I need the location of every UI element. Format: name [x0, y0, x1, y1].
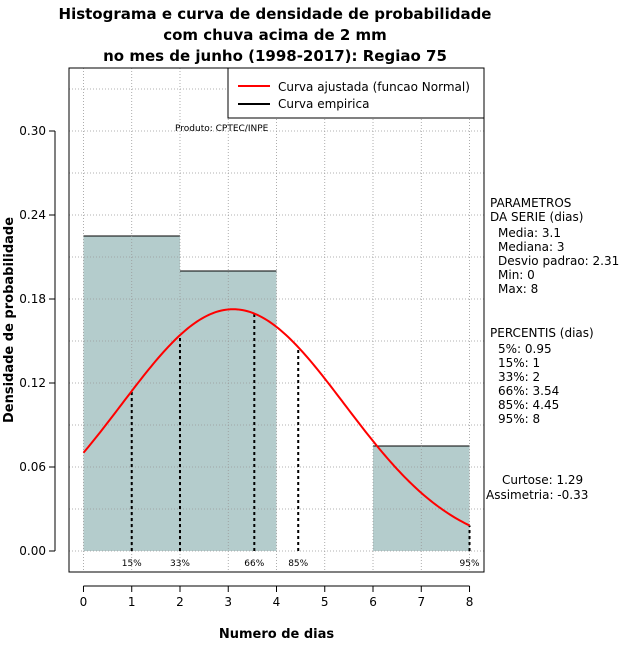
x-tick-label: 0: [80, 595, 88, 609]
percentile-label: 15%: [122, 559, 142, 569]
curtose: Curtose: 1.29: [502, 473, 584, 487]
y-tick-label: 0.12: [19, 376, 46, 390]
percentil-95: 95%: 8: [498, 412, 541, 426]
chart-title-line-2: com chuva acima de 2 mm: [163, 26, 387, 44]
x-tick-label: 6: [369, 595, 377, 609]
x-tick-label: 3: [224, 595, 232, 609]
percentile-label: 66%: [244, 559, 264, 569]
y-tick-label: 0.18: [19, 292, 46, 306]
y-tick-label: 0.00: [19, 544, 46, 558]
x-tick-label: 7: [417, 595, 425, 609]
percentil-85: 85%: 4.45: [498, 398, 560, 412]
legend-box: [227, 67, 485, 119]
percentile-label: 95%: [460, 559, 480, 569]
legend-label-empirical: Curva empirica: [278, 97, 369, 111]
params-title-2: DA SERIE (dias): [490, 210, 584, 224]
percentil-5: 5%: 0.95: [498, 342, 552, 356]
x-tick-label: 5: [321, 595, 329, 609]
y-tick-label: 0.30: [19, 124, 46, 138]
chart-title-line-1: Histograma e curva de densidade de proba…: [58, 5, 492, 23]
y-tick-label: 0.06: [19, 460, 46, 474]
x-tick-label: 2: [176, 595, 184, 609]
assimetria: Assimetria: -0.33: [486, 488, 589, 502]
y-tick-label: 0.24: [19, 208, 46, 222]
x-axis-label: Numero de dias: [219, 627, 335, 642]
param-min: Min: 0: [498, 268, 535, 282]
x-tick-label: 8: [466, 595, 474, 609]
x-tick-label: 4: [273, 595, 281, 609]
percentile-label: 85%: [288, 559, 308, 569]
legend-label-fitted: Curva ajustada (funcao Normal): [278, 80, 470, 94]
percentil-15: 15%: 1: [498, 356, 541, 370]
param-media: Media: 3.1: [498, 226, 561, 240]
y-axis-label: Densidade de probabilidade: [2, 217, 17, 423]
percentil-33: 33%: 2: [498, 370, 541, 384]
param-desvio: Desvio padrao: 2.31: [498, 254, 620, 268]
x-tick-label: 1: [128, 595, 136, 609]
percentis-title: PERCENTIS (dias): [490, 326, 594, 340]
fitted-normal-curve: [82, 308, 470, 527]
param-mediana: Mediana: 3: [498, 240, 565, 254]
params-title-1: PARAMETROS: [490, 196, 572, 210]
product-annotation: Produto: CPTEC/INPE: [175, 124, 269, 134]
percentil-66: 66%: 3.54: [498, 384, 560, 398]
percentile-label: 33%: [170, 559, 190, 569]
chart-title-line-3: no mes de junho (1998-2017): Regiao 75: [103, 47, 447, 65]
param-max: Max: 8: [498, 282, 539, 296]
